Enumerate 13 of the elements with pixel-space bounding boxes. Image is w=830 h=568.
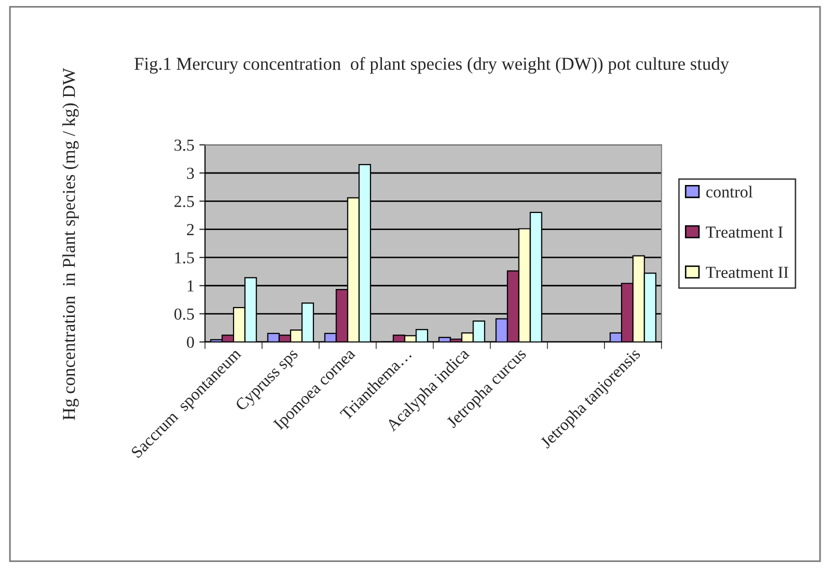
legend-label: Treatment II — [706, 266, 788, 278]
y-tick-label: 2.5 — [174, 196, 194, 208]
y-tick-label: 3.5 — [174, 140, 194, 151]
y-axis-title: Hg concentration in Plant species (mg / kg) DW — [62, 68, 79, 420]
y-tick-label: 0.5 — [174, 308, 194, 320]
y-tick-label: 1 — [188, 280, 194, 292]
chart-title: Fig.1 Mercury concentration of plant species (dry weight (DW)) pot culture study — [134, 57, 730, 74]
legend-label: Treatment I — [706, 226, 783, 238]
legend-label: control — [706, 186, 753, 198]
y-tick-label: 2 — [186, 224, 194, 236]
y-tick-label: 0 — [186, 336, 194, 348]
y-tick-label: 1.5 — [175, 252, 194, 264]
y-tick-label: 3 — [187, 168, 194, 179]
